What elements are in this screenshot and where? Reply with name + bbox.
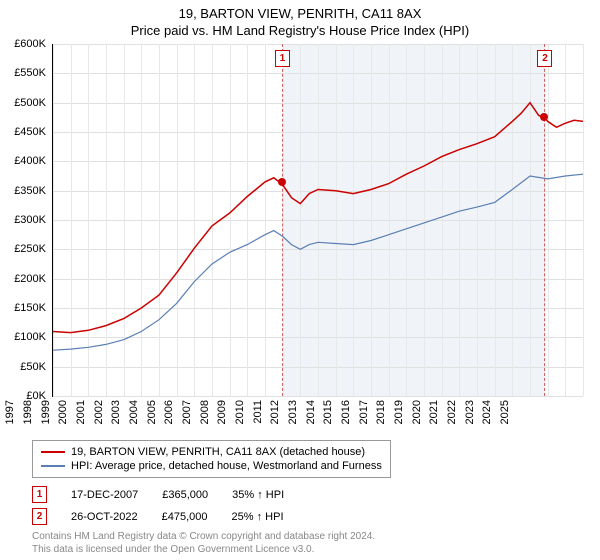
footer-line: Contains HM Land Registry data © Crown c…: [32, 531, 375, 544]
y-axis-tick: £500K: [0, 97, 50, 109]
y-axis-tick: £200K: [0, 273, 50, 285]
event-date: 17-DEC-2007: [71, 489, 138, 501]
legend-item: 19, BARTON VIEW, PENRITH, CA11 8AX (deta…: [41, 445, 382, 459]
event-callout-marker: 1: [32, 486, 47, 503]
legend-swatch: [41, 451, 65, 453]
event-date: 26-OCT-2022: [71, 511, 138, 523]
legend-swatch: [41, 465, 65, 467]
legend-label: 19, BARTON VIEW, PENRITH, CA11 8AX (deta…: [71, 446, 365, 458]
callout-marker: 1: [275, 50, 290, 67]
y-axis-tick: £350K: [0, 185, 50, 197]
chart-plot-area: 12: [52, 44, 583, 397]
y-axis-tick: £450K: [0, 126, 50, 138]
sale-point-marker: [540, 113, 548, 121]
y-axis-tick: £100K: [0, 331, 50, 343]
y-axis-tick: £300K: [0, 214, 50, 226]
chart-title: 19, BARTON VIEW, PENRITH, CA11 8AX: [0, 0, 600, 21]
chart-subtitle: Price paid vs. HM Land Registry's House …: [0, 21, 600, 38]
y-axis-tick: £600K: [0, 38, 50, 50]
event-delta: 35% ↑ HPI: [232, 489, 284, 501]
y-axis-tick: £250K: [0, 243, 50, 255]
callout-marker: 2: [537, 50, 552, 67]
sale-point-marker: [278, 178, 286, 186]
legend: 19, BARTON VIEW, PENRITH, CA11 8AX (deta…: [32, 440, 391, 478]
y-axis-tick: £50K: [0, 361, 50, 373]
legend-item: HPI: Average price, detached house, West…: [41, 459, 382, 473]
x-axis-tick: 2025: [499, 400, 600, 424]
attribution-footer: Contains HM Land Registry data © Crown c…: [32, 531, 375, 556]
chart-series-line: [53, 174, 583, 350]
chart-series-line: [53, 103, 583, 333]
event-delta: 25% ↑ HPI: [232, 511, 284, 523]
y-axis-tick: £550K: [0, 67, 50, 79]
footer-line: This data is licensed under the Open Gov…: [32, 544, 375, 557]
y-axis-tick: £400K: [0, 155, 50, 167]
event-price: £365,000: [162, 489, 208, 501]
event-callout-marker: 2: [32, 508, 47, 525]
legend-label: HPI: Average price, detached house, West…: [71, 460, 382, 472]
sale-event-row: 2 26-OCT-2022 £475,000 25% ↑ HPI: [32, 508, 284, 525]
sale-event-row: 1 17-DEC-2007 £365,000 35% ↑ HPI: [32, 486, 284, 503]
event-price: £475,000: [162, 511, 208, 523]
y-axis-tick: £150K: [0, 302, 50, 314]
